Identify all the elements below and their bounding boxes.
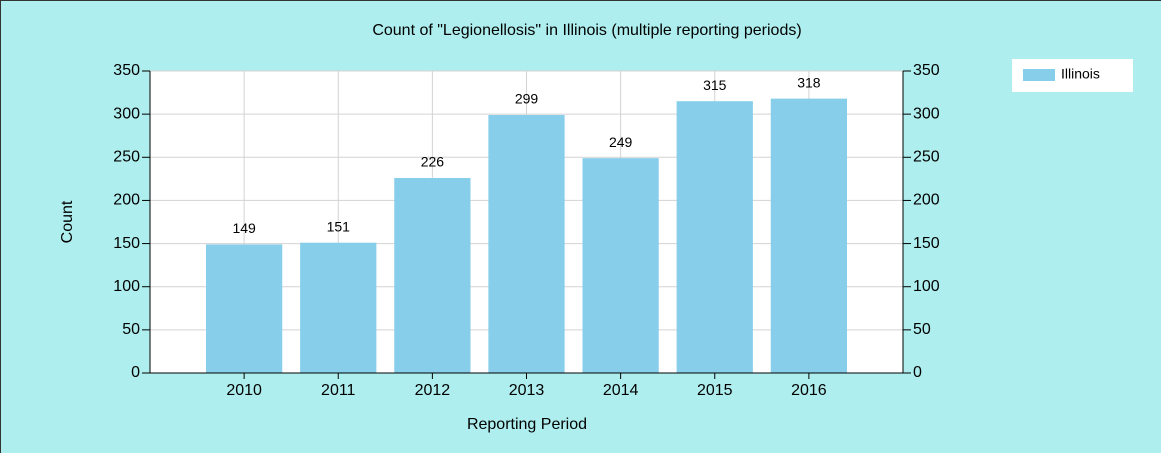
y-tick-label: 100 — [113, 278, 140, 295]
y-tick-label: 0 — [131, 364, 140, 381]
y-tick-label: 200 — [113, 192, 140, 209]
data-label: 149 — [232, 220, 256, 236]
y2-tick-label: 50 — [913, 321, 931, 338]
y2-tick-label: 200 — [913, 192, 940, 209]
y2-tick-label: 350 — [913, 62, 940, 79]
y2-tick-label: 150 — [913, 235, 940, 252]
bar — [676, 101, 753, 373]
bar — [206, 244, 283, 373]
x-tick-label: 2011 — [321, 382, 356, 399]
x-tick-label: 2014 — [603, 382, 639, 399]
y-tick-label: 300 — [113, 105, 140, 122]
y2-tick-label: 300 — [913, 105, 940, 122]
bar — [582, 158, 659, 373]
chart-title: Count of "Legionellosis" in Illinois (mu… — [372, 22, 801, 39]
x-tick-label: 2013 — [509, 382, 545, 399]
data-label: 315 — [703, 77, 727, 93]
x-tick-label: 2016 — [791, 382, 827, 399]
x-axis-label: Reporting Period — [467, 416, 587, 433]
data-label: 151 — [327, 218, 351, 234]
y2-tick-label: 250 — [913, 149, 940, 166]
y2-tick-label: 0 — [913, 364, 922, 381]
bar — [770, 98, 847, 374]
data-label: 299 — [515, 91, 539, 107]
legend-label: Illinois — [1061, 66, 1100, 82]
x-tick-label: 2010 — [226, 382, 262, 399]
x-tick-label: 2015 — [697, 382, 733, 399]
data-label: 249 — [609, 134, 633, 150]
y-tick-label: 250 — [113, 149, 140, 166]
y-axis-label: Count — [59, 200, 76, 243]
bar — [488, 115, 565, 374]
x-tick-label: 2012 — [415, 382, 451, 399]
bar — [394, 177, 471, 373]
legend-swatch — [1023, 69, 1055, 81]
data-label: 318 — [797, 74, 821, 90]
y2-tick-label: 100 — [913, 278, 940, 295]
y-tick-label: 50 — [122, 321, 140, 338]
y-tick-label: 350 — [113, 62, 140, 79]
y-tick-label: 150 — [113, 235, 140, 252]
data-label: 226 — [421, 154, 445, 170]
bar — [300, 242, 377, 373]
